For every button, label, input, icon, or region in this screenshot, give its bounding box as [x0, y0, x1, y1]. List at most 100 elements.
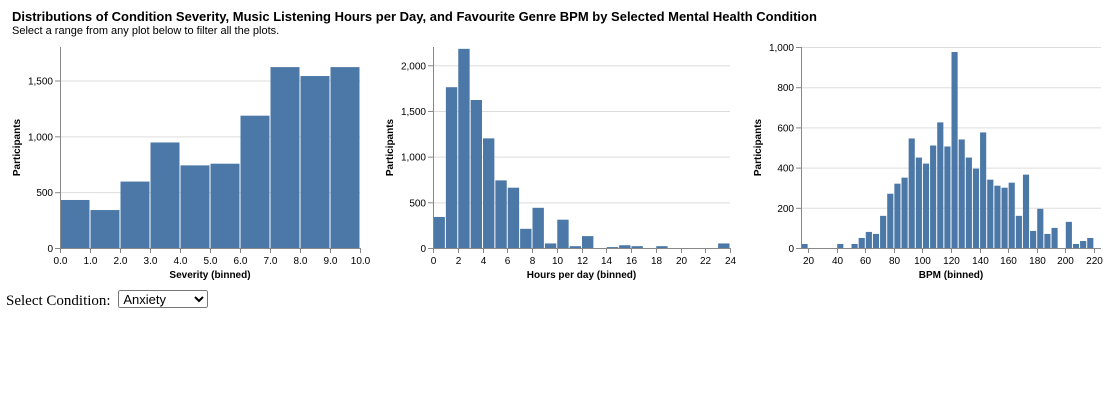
histogram-bar[interactable] — [433, 216, 445, 248]
histogram-bar[interactable] — [922, 163, 930, 248]
y-tick-label: 400 — [777, 164, 794, 175]
x-tick-label: 0 — [431, 256, 437, 267]
histogram-bar[interactable] — [1030, 230, 1037, 248]
histogram-bar[interactable] — [951, 52, 958, 249]
histogram-bar[interactable] — [606, 247, 619, 248]
x-tick-label: 5.0 — [204, 256, 218, 267]
histogram-bar[interactable] — [851, 243, 858, 248]
histogram-bar[interactable] — [1015, 215, 1022, 248]
histogram-bar[interactable] — [656, 246, 668, 248]
histogram-bar[interactable] — [619, 245, 631, 248]
y-tick-label: 1,500 — [28, 77, 53, 88]
x-tick-label: 8 — [530, 256, 536, 267]
histogram-bar[interactable] — [801, 243, 808, 248]
histogram-bar[interactable] — [1072, 243, 1080, 248]
x-tick-label: 18 — [651, 256, 663, 267]
x-tick-label: 9.0 — [324, 256, 338, 267]
x-tick-label: 120 — [943, 256, 960, 267]
histogram-bar[interactable] — [994, 185, 1001, 248]
histogram-bar[interactable] — [930, 145, 937, 248]
x-tick-label: 4 — [481, 256, 487, 267]
histogram-bar[interactable] — [270, 67, 300, 248]
x-tick-label: 140 — [972, 256, 989, 267]
y-axis-title: Participants — [385, 118, 396, 176]
histogram-bar[interactable] — [980, 132, 987, 248]
histogram-bar[interactable] — [865, 231, 872, 248]
histogram-bar[interactable] — [120, 181, 150, 248]
histogram-bar[interactable] — [958, 139, 965, 248]
x-tick-label: 12 — [577, 256, 589, 267]
histogram-bar[interactable] — [858, 237, 865, 248]
x-tick-label: 24 — [725, 256, 737, 267]
histogram-bar[interactable] — [470, 99, 482, 248]
histogram-bar[interactable] — [1008, 182, 1015, 248]
histogram-bar[interactable] — [880, 215, 887, 248]
x-tick-label: 40 — [832, 256, 844, 267]
histogram-bar[interactable] — [718, 243, 730, 248]
histogram-bar[interactable] — [901, 177, 908, 248]
histogram-bar[interactable] — [965, 157, 972, 248]
x-axis-title: Severity (binned) — [169, 270, 250, 281]
x-tick-label: 220 — [1086, 256, 1103, 267]
histogram-bar[interactable] — [210, 163, 240, 248]
histogram-bar[interactable] — [1051, 227, 1058, 248]
histogram-bar[interactable] — [507, 187, 520, 248]
histogram-bar[interactable] — [837, 243, 844, 248]
histogram-bar[interactable] — [631, 246, 643, 248]
histogram-bar[interactable] — [557, 219, 569, 248]
histogram-bar[interactable] — [894, 183, 901, 248]
y-tick-label: 1,000 — [28, 132, 53, 143]
x-tick-label: 3.0 — [144, 256, 158, 267]
x-tick-label: 2.0 — [114, 256, 128, 267]
histogram-bar[interactable] — [1001, 187, 1008, 248]
histogram-bar[interactable] — [60, 199, 90, 248]
x-axis-title: Hours per day (binned) — [527, 270, 636, 281]
histogram-bar[interactable] — [1037, 208, 1044, 248]
x-tick-label: 10 — [552, 256, 564, 267]
x-tick-label: 200 — [1057, 256, 1074, 267]
histogram-bar[interactable] — [300, 76, 330, 249]
x-tick-label: 6 — [505, 256, 511, 267]
histogram-bar[interactable] — [495, 180, 507, 248]
histogram-bar[interactable] — [544, 243, 557, 248]
x-tick-label: 1.0 — [84, 256, 98, 267]
histogram-bar[interactable] — [1080, 240, 1087, 248]
x-tick-label: 22 — [700, 256, 712, 267]
histogram-bar[interactable] — [937, 122, 944, 248]
x-tick-label: 0.0 — [54, 256, 68, 267]
histogram-bar[interactable] — [150, 142, 180, 248]
y-tick-label: 0 — [420, 244, 426, 255]
histogram-bar[interactable] — [915, 157, 922, 248]
page-subtitle: Select a range from any plot below to fi… — [12, 25, 280, 37]
x-tick-label: 160 — [1000, 256, 1017, 267]
y-tick-label: 500 — [409, 198, 426, 209]
histogram-bar[interactable] — [1065, 221, 1072, 248]
histogram-bar[interactable] — [944, 146, 951, 248]
histogram-bar[interactable] — [872, 233, 880, 248]
histogram-bar[interactable] — [987, 179, 994, 248]
histogram-bar[interactable] — [532, 207, 544, 248]
histogram-bar[interactable] — [483, 138, 495, 248]
histogram-bar[interactable] — [908, 138, 915, 248]
histogram-bar[interactable] — [330, 67, 360, 248]
x-tick-label: 2 — [456, 256, 462, 267]
histogram-bar[interactable] — [180, 165, 210, 248]
condition-select[interactable]: Anxiety — [118, 290, 209, 308]
histogram-bar[interactable] — [1087, 237, 1094, 248]
histogram-bar[interactable] — [520, 228, 532, 248]
histogram-bar[interactable] — [1022, 174, 1030, 248]
histogram-bar[interactable] — [582, 236, 594, 248]
histogram-bar[interactable] — [972, 168, 980, 248]
histogram-bar[interactable] — [90, 210, 120, 248]
histogram-bar[interactable] — [569, 246, 581, 248]
histogram-bar[interactable] — [1044, 233, 1051, 248]
condition-label: Select Condition: — [6, 293, 111, 309]
histogram-bar[interactable] — [458, 48, 470, 249]
histogram-bar[interactable] — [445, 87, 458, 248]
histogram-bar[interactable] — [887, 193, 894, 248]
x-tick-label: 14 — [601, 256, 613, 267]
histogram-bar[interactable] — [240, 115, 270, 248]
